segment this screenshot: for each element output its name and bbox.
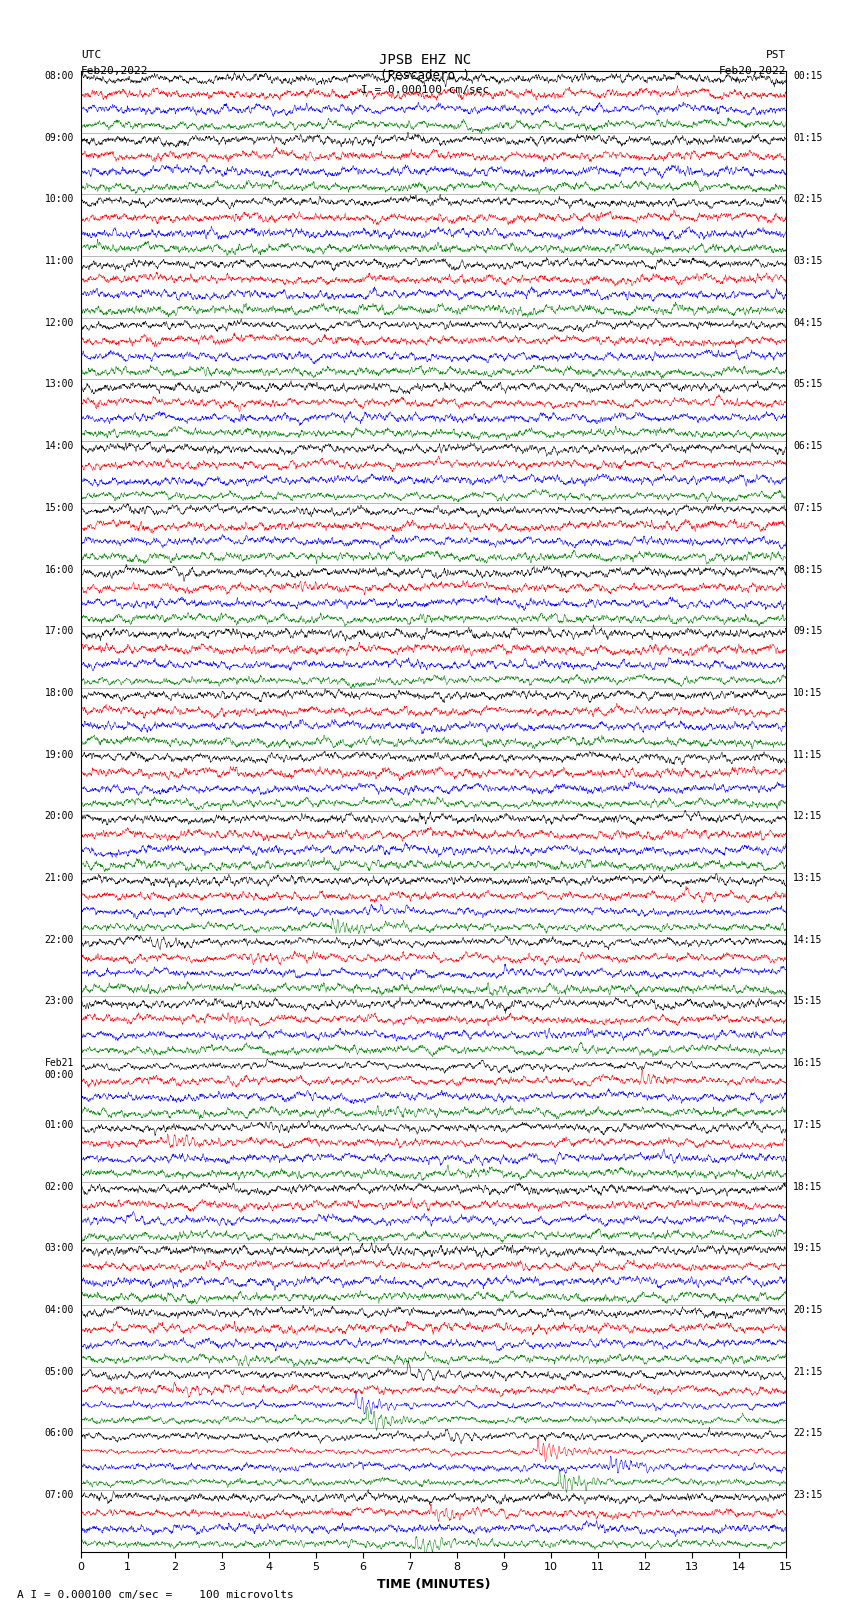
Text: 06:15: 06:15 <box>793 442 823 452</box>
Text: 11:00: 11:00 <box>44 256 74 266</box>
Text: 09:00: 09:00 <box>44 132 74 142</box>
Text: 07:00: 07:00 <box>44 1490 74 1500</box>
Text: 03:00: 03:00 <box>44 1244 74 1253</box>
Text: 03:15: 03:15 <box>793 256 823 266</box>
Text: Feb21
00:00: Feb21 00:00 <box>44 1058 74 1079</box>
Text: Feb20,2022: Feb20,2022 <box>81 66 148 76</box>
Text: 00:15: 00:15 <box>793 71 823 81</box>
Text: 11:15: 11:15 <box>793 750 823 760</box>
Text: 18:00: 18:00 <box>44 689 74 698</box>
Text: UTC: UTC <box>81 50 101 60</box>
Text: 06:00: 06:00 <box>44 1429 74 1439</box>
Text: 01:00: 01:00 <box>44 1119 74 1129</box>
Text: 14:15: 14:15 <box>793 936 823 945</box>
Text: A I = 0.000100 cm/sec =    100 microvolts: A I = 0.000100 cm/sec = 100 microvolts <box>17 1590 294 1600</box>
Text: JPSB EHZ NC: JPSB EHZ NC <box>379 53 471 68</box>
Text: 22:00: 22:00 <box>44 936 74 945</box>
Text: 08:15: 08:15 <box>793 565 823 574</box>
Text: PST: PST <box>766 50 786 60</box>
Text: (Pescadero ): (Pescadero ) <box>380 69 470 82</box>
Text: I = 0.000100 cm/sec: I = 0.000100 cm/sec <box>361 85 489 95</box>
Text: 10:15: 10:15 <box>793 689 823 698</box>
Text: 05:00: 05:00 <box>44 1366 74 1376</box>
Text: 07:15: 07:15 <box>793 503 823 513</box>
Text: 10:00: 10:00 <box>44 195 74 205</box>
Text: 13:00: 13:00 <box>44 379 74 389</box>
Text: 20:00: 20:00 <box>44 811 74 821</box>
Text: 23:00: 23:00 <box>44 997 74 1007</box>
Text: 17:15: 17:15 <box>793 1119 823 1129</box>
Text: 01:15: 01:15 <box>793 132 823 142</box>
Text: 21:15: 21:15 <box>793 1366 823 1376</box>
Text: 18:15: 18:15 <box>793 1181 823 1192</box>
Text: 21:00: 21:00 <box>44 873 74 882</box>
Text: 16:00: 16:00 <box>44 565 74 574</box>
Text: 12:15: 12:15 <box>793 811 823 821</box>
Text: 14:00: 14:00 <box>44 442 74 452</box>
Text: 04:15: 04:15 <box>793 318 823 327</box>
Text: 15:00: 15:00 <box>44 503 74 513</box>
Text: 08:00: 08:00 <box>44 71 74 81</box>
Text: 15:15: 15:15 <box>793 997 823 1007</box>
Text: 02:15: 02:15 <box>793 195 823 205</box>
Text: 13:15: 13:15 <box>793 873 823 882</box>
Text: 23:15: 23:15 <box>793 1490 823 1500</box>
Text: 12:00: 12:00 <box>44 318 74 327</box>
Text: 16:15: 16:15 <box>793 1058 823 1068</box>
Text: 20:15: 20:15 <box>793 1305 823 1315</box>
Text: 02:00: 02:00 <box>44 1181 74 1192</box>
Text: 04:00: 04:00 <box>44 1305 74 1315</box>
Text: Feb20,2022: Feb20,2022 <box>719 66 786 76</box>
Text: 22:15: 22:15 <box>793 1429 823 1439</box>
Text: 17:00: 17:00 <box>44 626 74 636</box>
Text: 05:15: 05:15 <box>793 379 823 389</box>
Text: 19:15: 19:15 <box>793 1244 823 1253</box>
Text: 09:15: 09:15 <box>793 626 823 636</box>
Text: 19:00: 19:00 <box>44 750 74 760</box>
X-axis label: TIME (MINUTES): TIME (MINUTES) <box>377 1578 490 1590</box>
